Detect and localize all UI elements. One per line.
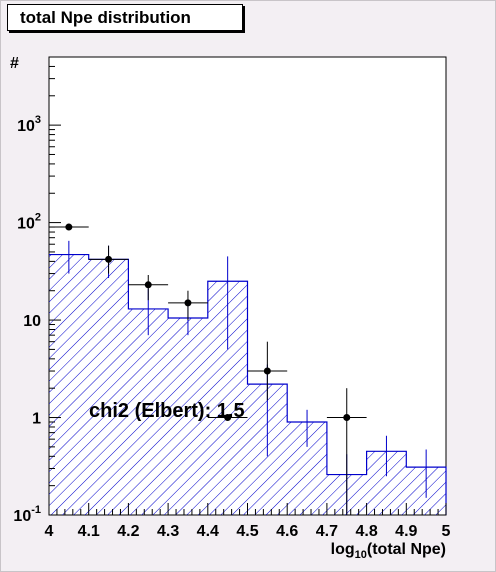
x-tick-label: 4.6 bbox=[276, 523, 298, 540]
chi2-annotation: chi2 (Elbert): 1.5 bbox=[89, 400, 245, 422]
data-point bbox=[65, 223, 73, 231]
x-tick-label: 4.7 bbox=[316, 523, 338, 540]
y-tick-label: 1 bbox=[32, 411, 41, 428]
y-axis-label: # bbox=[10, 55, 19, 72]
y-tick-label: 10 bbox=[23, 313, 41, 330]
x-tick-label: 5 bbox=[442, 523, 451, 540]
x-axis-label-sub: 10 bbox=[355, 549, 367, 561]
data-point bbox=[184, 299, 192, 307]
x-tick-label: 4.2 bbox=[117, 523, 139, 540]
x-tick-label: 4.8 bbox=[355, 523, 377, 540]
y-tick-label: 10-1 bbox=[13, 504, 41, 525]
x-axis-label-rest: (total Npe) bbox=[367, 541, 446, 558]
x-axis-label: log10(total Npe) bbox=[331, 541, 446, 561]
histogram-outline bbox=[49, 253, 447, 515]
y-tick-label: 102 bbox=[17, 212, 41, 233]
x-tick-label: 4.4 bbox=[197, 523, 219, 540]
x-tick-label: 4 bbox=[45, 523, 54, 540]
data-points-layer bbox=[49, 223, 367, 515]
data-point bbox=[144, 281, 152, 289]
axis-layer: 4 4.1 4.2 4.3 4.4 4.5 4.6 4.7 4.8 4.9 5 10-1 1 10 102 1… bbox=[13, 56, 451, 540]
x-tick-label: 4.5 bbox=[236, 523, 258, 540]
x-tick-label: 4.3 bbox=[157, 523, 179, 540]
chart-title: total Npe distribution bbox=[7, 4, 243, 31]
x-tick-label: 4.9 bbox=[395, 523, 417, 540]
y-tick-label: 103 bbox=[17, 114, 41, 135]
x-axis-label-main: log bbox=[331, 541, 355, 558]
data-point bbox=[343, 414, 351, 422]
data-point bbox=[224, 414, 232, 422]
x-tick-label: 4.1 bbox=[78, 523, 100, 540]
data-point bbox=[105, 255, 113, 263]
data-point bbox=[263, 367, 271, 375]
